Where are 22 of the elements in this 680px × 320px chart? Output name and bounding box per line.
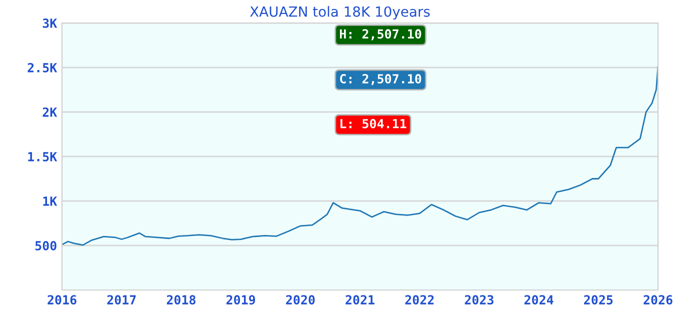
x-tick-label: 2021 <box>346 295 374 305</box>
x-tick-label: 2023 <box>464 295 494 305</box>
x-tick-label: 2022 <box>405 295 434 305</box>
y-tick-label: 2.5K <box>28 62 58 72</box>
y-tick-label: 2K <box>42 107 58 117</box>
x-tick-label: 2024 <box>524 295 554 305</box>
x-tick-label: 2016 <box>48 295 76 305</box>
x-tick-label: 2017 <box>107 295 136 305</box>
y-tick-label: 500 <box>35 240 56 250</box>
y-tick-label: 1.5K <box>28 152 58 162</box>
annotation: H: 2,507.10 <box>340 29 422 40</box>
line-series <box>62 66 658 246</box>
x-tick-label: 2020 <box>286 295 315 305</box>
x-tick-label: 2018 <box>166 295 196 305</box>
annotation: L: 504.11 <box>340 118 406 128</box>
y-tick-label: 3K <box>42 18 58 28</box>
x-tick-label: 2025 <box>584 295 613 305</box>
annotation: C: 2,507.10 <box>340 74 422 86</box>
x-tick-label: 2019 <box>226 295 256 305</box>
chart-title: XAUAZN tola 18K 10years <box>250 6 430 20</box>
y-tick-label: 1K <box>43 196 58 206</box>
x-tick-label: 2026 <box>644 295 672 305</box>
